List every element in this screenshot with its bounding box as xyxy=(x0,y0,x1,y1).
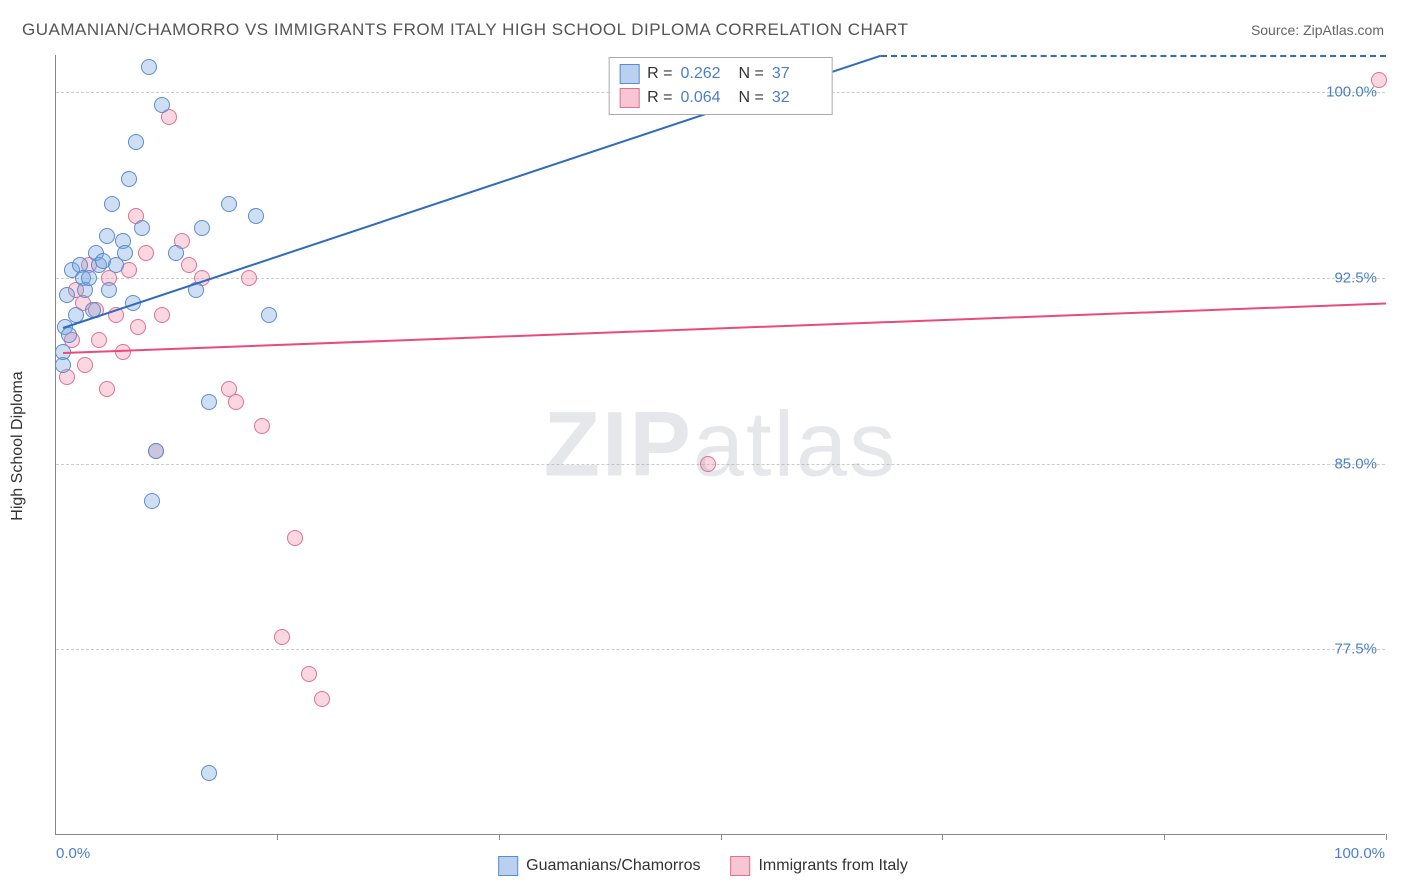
data-point xyxy=(700,456,716,472)
data-point xyxy=(168,245,184,261)
legend-item-blue: Guamanians/Chamorros xyxy=(498,856,700,876)
swatch-pink-icon xyxy=(730,856,750,876)
x-tick-mark xyxy=(499,834,500,840)
data-point xyxy=(241,270,257,286)
x-tick-mark xyxy=(942,834,943,840)
data-point xyxy=(130,319,146,335)
data-point xyxy=(181,257,197,273)
data-point xyxy=(101,282,117,298)
stats-row-pink: R = 0.064 N = 32 xyxy=(619,86,822,110)
data-point xyxy=(134,220,150,236)
data-point xyxy=(104,196,120,212)
x-tick-mark xyxy=(721,834,722,840)
data-point xyxy=(77,357,93,373)
swatch-blue-icon xyxy=(619,64,639,84)
x-tick-label-right: 100.0% xyxy=(1334,845,1385,862)
data-point xyxy=(141,59,157,75)
data-point xyxy=(91,332,107,348)
y-tick-label: 77.5% xyxy=(1334,641,1377,658)
data-point xyxy=(314,691,330,707)
data-point xyxy=(228,394,244,410)
data-point xyxy=(248,208,264,224)
data-point xyxy=(261,307,277,323)
data-point xyxy=(301,666,317,682)
x-tick-label-left: 0.0% xyxy=(56,845,90,862)
data-point xyxy=(144,493,160,509)
x-tick-mark xyxy=(277,834,278,840)
data-point xyxy=(154,97,170,113)
chart-title: GUAMANIAN/CHAMORRO VS IMMIGRANTS FROM IT… xyxy=(22,20,909,40)
gridline xyxy=(56,464,1385,465)
data-point xyxy=(154,307,170,323)
swatch-pink-icon xyxy=(619,88,639,108)
data-point xyxy=(221,196,237,212)
data-point xyxy=(59,287,75,303)
gridline xyxy=(56,649,1385,650)
plot-area: ZIPatlas R = 0.262 N = 37 R = 0.064 N = … xyxy=(55,55,1385,835)
y-tick-label: 92.5% xyxy=(1334,269,1377,286)
data-point xyxy=(274,629,290,645)
watermark: ZIPatlas xyxy=(544,392,897,497)
data-point xyxy=(254,418,270,434)
y-tick-label: 100.0% xyxy=(1326,84,1377,101)
data-point xyxy=(194,220,210,236)
stats-row-blue: R = 0.262 N = 37 xyxy=(619,62,822,86)
data-point xyxy=(115,344,131,360)
source-label: Source: ZipAtlas.com xyxy=(1251,22,1384,38)
data-point xyxy=(99,228,115,244)
data-point xyxy=(148,443,164,459)
swatch-blue-icon xyxy=(498,856,518,876)
data-point xyxy=(61,327,77,343)
data-point xyxy=(117,245,133,261)
chart-header: GUAMANIAN/CHAMORRO VS IMMIGRANTS FROM IT… xyxy=(22,20,1384,40)
y-tick-label: 85.0% xyxy=(1334,455,1377,472)
data-point xyxy=(121,171,137,187)
data-point xyxy=(99,381,115,397)
series-legend: Guamanians/Chamorros Immigrants from Ita… xyxy=(498,856,908,876)
regression-line-dashed xyxy=(881,55,1386,57)
stats-legend: R = 0.262 N = 37 R = 0.064 N = 32 xyxy=(608,57,833,115)
y-axis-label: High School Diploma xyxy=(9,371,27,520)
legend-item-pink: Immigrants from Italy xyxy=(730,856,907,876)
data-point xyxy=(287,530,303,546)
data-point xyxy=(201,394,217,410)
x-tick-mark xyxy=(1386,834,1387,840)
data-point xyxy=(128,134,144,150)
data-point xyxy=(1371,72,1387,88)
x-tick-mark xyxy=(1164,834,1165,840)
data-point xyxy=(138,245,154,261)
data-point xyxy=(201,765,217,781)
